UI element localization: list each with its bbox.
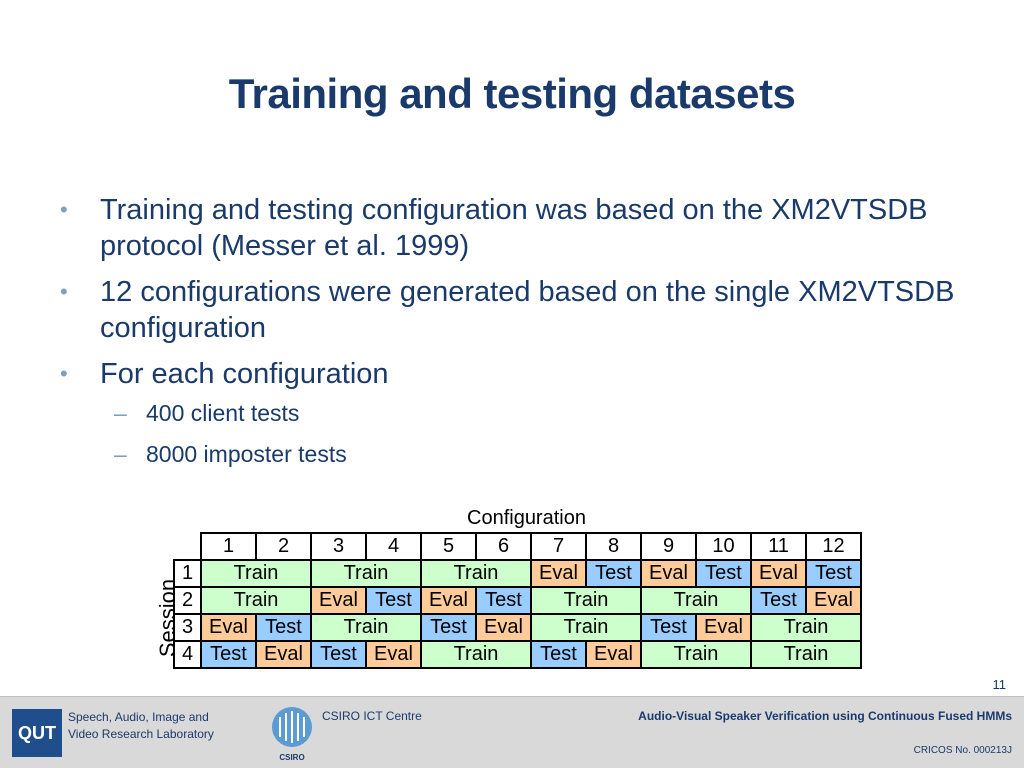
eval-cell: Eval xyxy=(585,640,642,669)
train-cell: Train xyxy=(750,613,862,642)
eval-cell: Eval xyxy=(255,640,312,669)
configuration-column-header: 12 xyxy=(805,532,862,561)
session-row-header: 2 xyxy=(173,586,202,615)
sub-bullet-text: 400 client tests xyxy=(146,400,300,426)
qut-logo: QUT xyxy=(12,709,62,757)
session-row-header: 1 xyxy=(173,559,202,588)
lab-name: Speech, Audio, Image and Video Research … xyxy=(68,709,258,743)
sub-bullet-text: 8000 imposter tests xyxy=(146,441,347,467)
train-cell: Train xyxy=(310,559,422,588)
configuration-table-figure: Configuration Session 1 2 3 4 5 6 7 8 9 10 11 12 1 Tr… xyxy=(140,505,870,675)
table-row: 4 Test Eval Test Eval Train Test Eval Train Train xyxy=(173,640,862,669)
configuration-column-header: 7 xyxy=(530,532,587,561)
configuration-column-header: 6 xyxy=(475,532,532,561)
train-cell: Train xyxy=(420,559,532,588)
configuration-column-header: 5 xyxy=(420,532,477,561)
table-header-row: 1 2 3 4 5 6 7 8 9 10 11 12 xyxy=(174,532,862,561)
cricos-number: CRICOS No. 000213J xyxy=(913,745,1012,756)
talk-title: Audio-Visual Speaker Verification using … xyxy=(638,709,1012,723)
table-row: 3 Eval Test Train Test Eval Train Test Eval Train xyxy=(173,613,862,642)
test-cell: Test xyxy=(365,586,422,615)
configuration-column-header: 11 xyxy=(750,532,807,561)
bullet-text: 12 configurations were generated based o… xyxy=(100,276,955,344)
sub-bullet-marker: – xyxy=(114,441,127,467)
train-cell: Train xyxy=(640,640,752,669)
test-cell: Test xyxy=(805,559,862,588)
train-cell: Train xyxy=(200,559,312,588)
lab-name-line: Speech, Audio, Image and xyxy=(68,710,209,724)
test-cell: Test xyxy=(695,559,752,588)
bullet-text: Training and testing configuration was b… xyxy=(100,194,928,262)
footer-bar: QUT Speech, Audio, Image and Video Resea… xyxy=(0,696,1024,768)
train-cell: Train xyxy=(310,613,422,642)
train-cell: Train xyxy=(420,640,532,669)
test-cell: Test xyxy=(255,613,312,642)
csiro-logo-text: CSIRO xyxy=(279,753,304,762)
test-cell: Test xyxy=(475,586,532,615)
configuration-column-header: 10 xyxy=(695,532,752,561)
eval-cell: Eval xyxy=(475,613,532,642)
sub-bullet-item: – 400 client tests xyxy=(58,398,958,428)
configuration-heading: Configuration xyxy=(467,507,586,529)
train-cell: Train xyxy=(200,586,312,615)
slide-title: Training and testing datasets xyxy=(228,70,796,117)
configuration-column-header: 9 xyxy=(640,532,697,561)
configuration-table: 1 2 3 4 5 6 7 8 9 10 11 12 1 Train Train Train Eval Test E… xyxy=(173,532,862,669)
bullet-item: • 12 configurations were generated based… xyxy=(58,274,958,346)
configuration-column-header: 1 xyxy=(200,532,257,561)
bullet-marker: • xyxy=(60,197,68,222)
configuration-column-header: 2 xyxy=(255,532,312,561)
eval-cell: Eval xyxy=(640,559,697,588)
bullet-text: For each configuration xyxy=(100,358,389,390)
eval-cell: Eval xyxy=(200,613,257,642)
train-cell: Train xyxy=(640,586,752,615)
test-cell: Test xyxy=(585,559,642,588)
configuration-column-header: 3 xyxy=(310,532,367,561)
test-cell: Test xyxy=(200,640,257,669)
table-row: 1 Train Train Train Eval Test Eval Test Eval Test xyxy=(173,559,862,588)
test-cell: Test xyxy=(310,640,367,669)
configuration-column-header: 8 xyxy=(585,532,642,561)
eval-cell: Eval xyxy=(805,586,862,615)
csiro-centre-label: CSIRO ICT Centre xyxy=(322,709,422,723)
bullet-marker: • xyxy=(60,361,68,386)
bullet-marker: • xyxy=(60,279,68,304)
test-cell: Test xyxy=(640,613,697,642)
eval-cell: Eval xyxy=(695,613,752,642)
train-cell: Train xyxy=(750,640,862,669)
sub-bullet-item: – 8000 imposter tests xyxy=(58,439,958,469)
table-corner-cell xyxy=(174,533,202,561)
bullet-list: • Training and testing configuration was… xyxy=(58,192,958,480)
bullet-item: • Training and testing configuration was… xyxy=(58,192,958,264)
sub-bullet-marker: – xyxy=(114,400,127,426)
page-number: 11 xyxy=(992,677,1007,692)
train-cell: Train xyxy=(530,613,642,642)
train-cell: Train xyxy=(530,586,642,615)
configuration-column-header: 4 xyxy=(365,532,422,561)
table-row: 2 Train Eval Test Eval Test Train Train Test Eval xyxy=(173,586,862,615)
eval-cell: Eval xyxy=(310,586,367,615)
test-cell: Test xyxy=(420,613,477,642)
bullet-item: • For each configuration xyxy=(58,356,958,392)
test-cell: Test xyxy=(530,640,587,669)
eval-cell: Eval xyxy=(530,559,587,588)
lab-name-line: Video Research Laboratory xyxy=(68,727,214,741)
eval-cell: Eval xyxy=(750,559,807,588)
eval-cell: Eval xyxy=(365,640,422,669)
session-row-header: 4 xyxy=(173,640,202,669)
eval-cell: Eval xyxy=(420,586,477,615)
test-cell: Test xyxy=(750,586,807,615)
session-row-header: 3 xyxy=(173,613,202,642)
csiro-logo: CSIRO xyxy=(272,707,312,762)
